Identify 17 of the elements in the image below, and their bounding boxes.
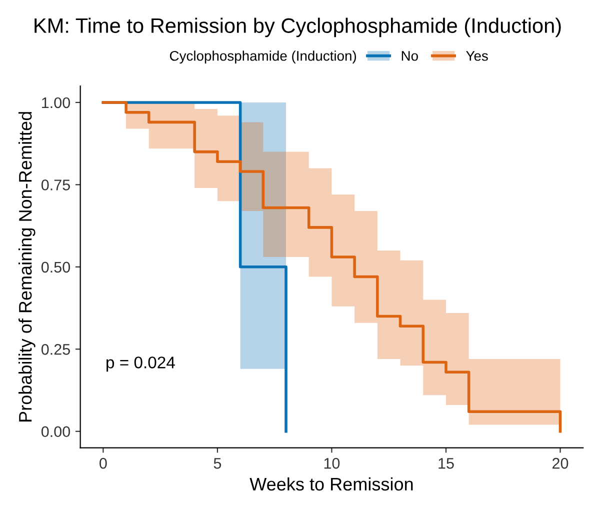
legend-label: No [402, 51, 418, 61]
chart-title: KM: Time to Remission by Cyclophosphamide (Induction) [34, 18, 561, 38]
legend-title: Cyclophosphamide (Induction) [170, 50, 356, 64]
legend-label: Yes [466, 51, 488, 61]
annotation: p = 0.024 [106, 356, 175, 372]
x-axis-title: Weeks to Remission [250, 477, 413, 491]
y-tick-label: 0.75 [41, 180, 70, 190]
x-tick-label: 0 [100, 458, 107, 469]
x-tick-label: 10 [324, 458, 340, 469]
x-tick-label: 20 [552, 458, 568, 469]
x-tick-label: 5 [214, 458, 222, 469]
y-tick-label: 0.00 [41, 426, 70, 438]
y-tick-label: 0.50 [41, 262, 70, 273]
y-axis-title: Probability of Remaining Non-Remitted [18, 112, 36, 422]
y-tick-label: 0.25 [41, 344, 70, 355]
x-tick-label: 15 [438, 458, 454, 469]
y-tick-label: 1.00 [42, 97, 70, 108]
